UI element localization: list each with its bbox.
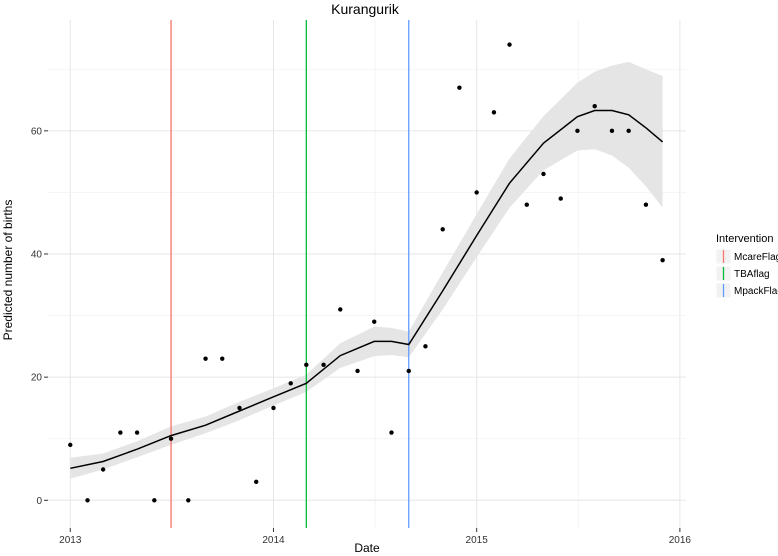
data-point [271, 405, 276, 411]
data-point [474, 190, 479, 195]
data-point [440, 227, 445, 232]
y-axis-ticks: 0 20 40 60 [31, 126, 48, 507]
data-point [626, 128, 631, 134]
data-point [457, 85, 462, 90]
data-point [85, 498, 90, 503]
data-point [152, 498, 157, 503]
intervention-lines [170, 20, 410, 528]
legend-title: Intervention [716, 233, 773, 245]
x-axis-title: Date [354, 541, 380, 555]
data-point [558, 196, 563, 201]
data-point [389, 430, 394, 435]
data-point [237, 405, 242, 411]
y-tick-label: 0 [36, 496, 42, 507]
legend-label: TBAflag [734, 269, 770, 280]
data-point [168, 436, 174, 441]
data-point [186, 498, 191, 503]
x-axis-ticks: 2013 2014 2015 2016 [59, 528, 691, 546]
data-point [68, 442, 73, 448]
data-point [660, 257, 665, 263]
confidence-band [70, 61, 663, 479]
data-point [118, 430, 123, 435]
data-point [321, 362, 326, 368]
data-points [68, 42, 665, 503]
legend: Intervention McareFlag TBAflag MpackFlag [715, 233, 778, 299]
data-point [288, 381, 293, 386]
y-tick-label: 20 [31, 373, 43, 384]
data-point [491, 110, 497, 115]
data-point [507, 42, 512, 47]
data-point [541, 171, 546, 177]
x-tick-label: 2014 [262, 535, 285, 546]
data-point [304, 362, 309, 368]
x-tick-label: 2015 [466, 535, 489, 546]
data-point [254, 479, 259, 485]
data-point [575, 128, 580, 134]
legend-label: MpackFlag [734, 286, 778, 297]
x-tick-label: 2013 [59, 535, 82, 546]
data-point [100, 467, 106, 472]
data-point [524, 202, 529, 207]
legend-label: McareFlag [734, 252, 778, 263]
data-point [609, 128, 615, 134]
data-point [134, 430, 140, 435]
data-point [220, 356, 225, 361]
data-point [592, 104, 597, 109]
y-axis-title: Predicted number of births [1, 200, 15, 341]
data-point [338, 307, 343, 312]
y-tick-label: 40 [31, 249, 43, 260]
data-point [406, 368, 411, 374]
x-tick-label: 2016 [669, 535, 692, 546]
chart-title: Kurangurik [331, 1, 400, 17]
data-point [372, 319, 377, 324]
data-point [423, 344, 428, 349]
data-point [355, 368, 360, 374]
fitted-line [70, 109, 664, 470]
y-tick-label: 60 [31, 126, 43, 137]
data-point [643, 202, 649, 207]
data-point [203, 356, 208, 361]
